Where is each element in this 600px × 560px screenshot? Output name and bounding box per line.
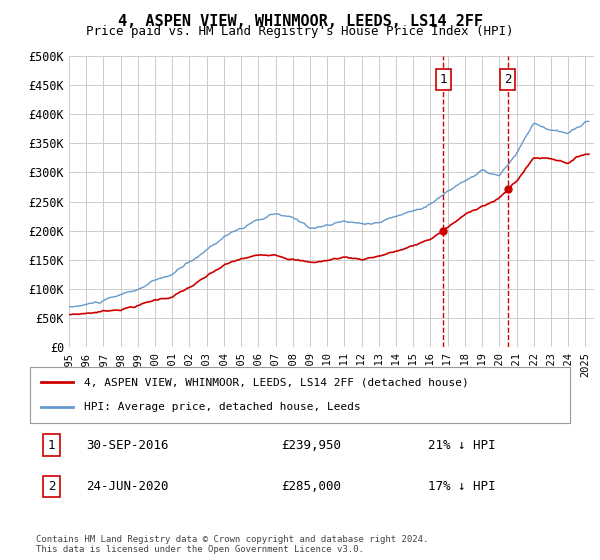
Text: £285,000: £285,000 (281, 480, 341, 493)
Text: 21% ↓ HPI: 21% ↓ HPI (428, 438, 496, 451)
Text: 4, ASPEN VIEW, WHINMOOR, LEEDS, LS14 2FF: 4, ASPEN VIEW, WHINMOOR, LEEDS, LS14 2FF (118, 14, 482, 29)
Text: 2: 2 (48, 480, 55, 493)
Text: Price paid vs. HM Land Registry's House Price Index (HPI): Price paid vs. HM Land Registry's House … (86, 25, 514, 38)
Text: 1: 1 (440, 73, 447, 86)
Text: 17% ↓ HPI: 17% ↓ HPI (428, 480, 496, 493)
Text: Contains HM Land Registry data © Crown copyright and database right 2024.
This d: Contains HM Land Registry data © Crown c… (36, 535, 428, 554)
Text: 1: 1 (48, 438, 55, 451)
Text: £239,950: £239,950 (281, 438, 341, 451)
Text: 4, ASPEN VIEW, WHINMOOR, LEEDS, LS14 2FF (detached house): 4, ASPEN VIEW, WHINMOOR, LEEDS, LS14 2FF… (84, 377, 469, 388)
Text: 24-JUN-2020: 24-JUN-2020 (86, 480, 169, 493)
Text: HPI: Average price, detached house, Leeds: HPI: Average price, detached house, Leed… (84, 402, 361, 412)
Text: 2: 2 (504, 73, 512, 86)
Text: 30-SEP-2016: 30-SEP-2016 (86, 438, 169, 451)
